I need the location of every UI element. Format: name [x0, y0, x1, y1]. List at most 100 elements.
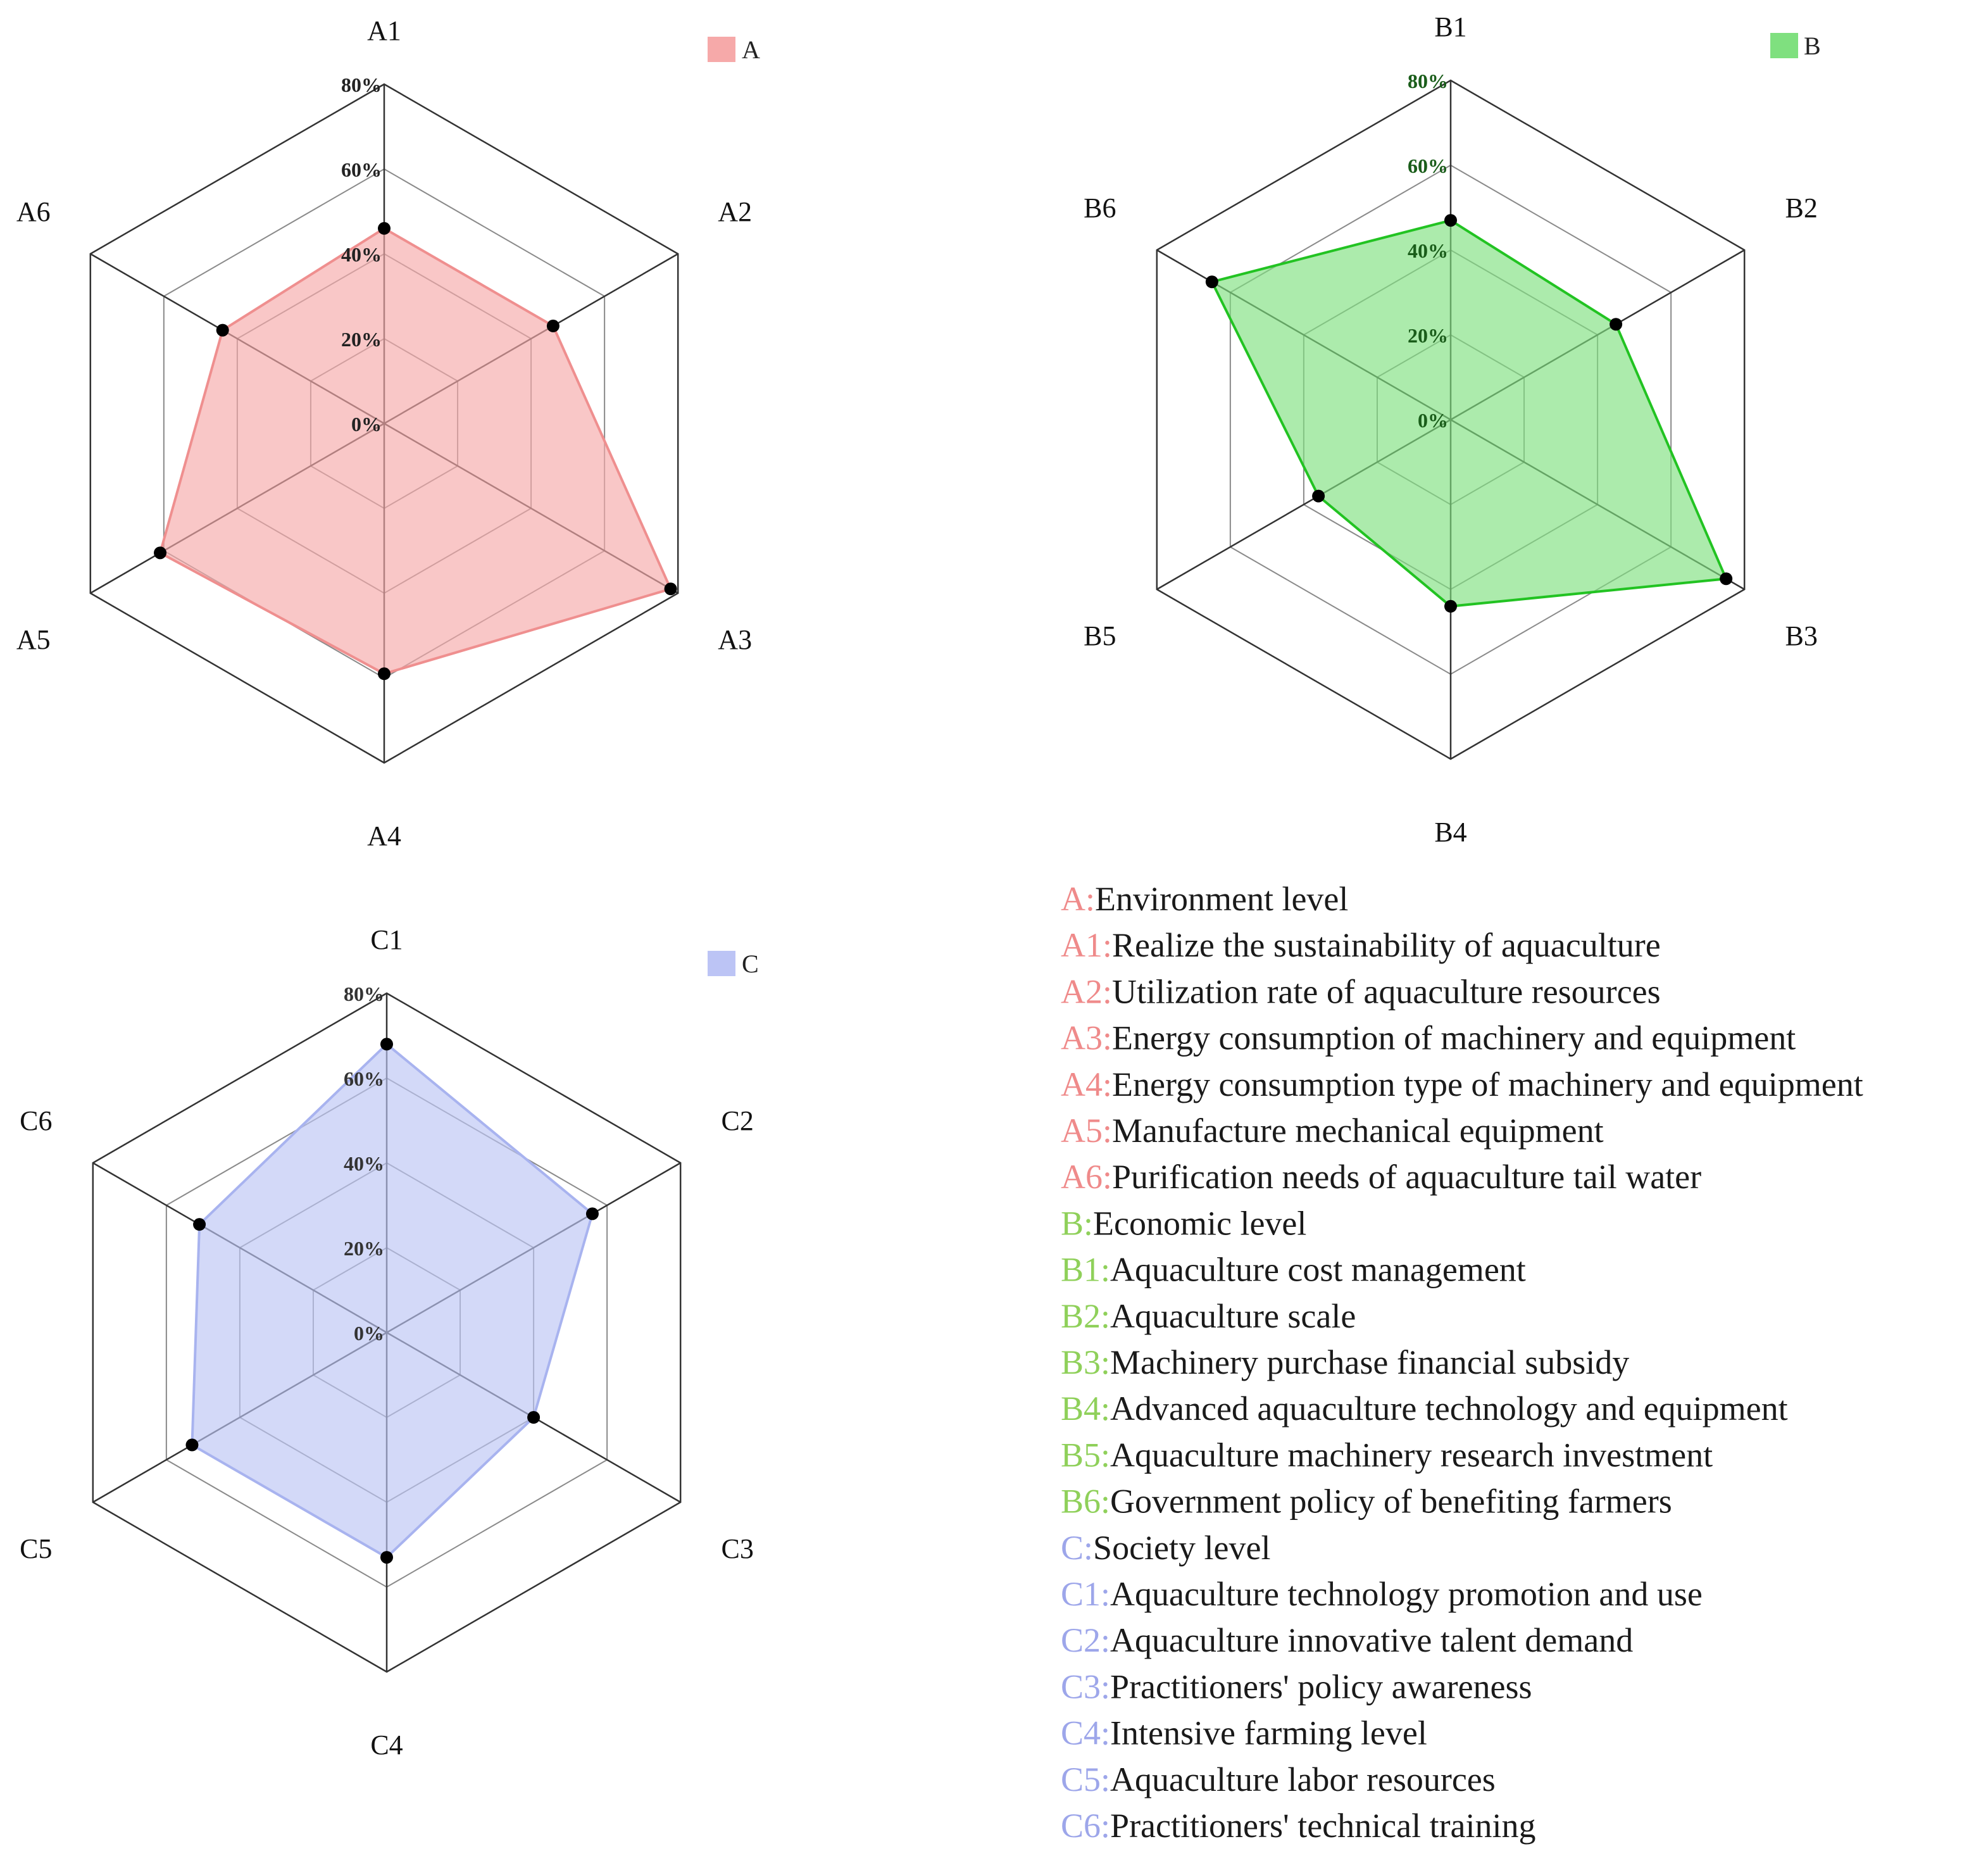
data-point-c2: [585, 1207, 599, 1221]
legend-text: Energy consumption of machinery and equi…: [1112, 1019, 1796, 1057]
legend-key: A3:: [1061, 1019, 1112, 1057]
legend-text: Utilization rate of aquaculture resource…: [1112, 972, 1661, 1010]
legend-text: Practitioners' technical training: [1110, 1807, 1536, 1845]
legend-entry-a1: A1:Realize the sustainability of aquacul…: [1061, 926, 1661, 964]
axis-label-b3: B3: [1785, 620, 1818, 651]
legend-key: A6:: [1061, 1158, 1112, 1196]
legend-key: C2:: [1061, 1621, 1110, 1659]
legend-key: B4:: [1061, 1390, 1110, 1428]
legend-text: Aquaculture machinery research investmen…: [1110, 1436, 1713, 1474]
legend-text: Intensive farming level: [1110, 1714, 1427, 1752]
radar-chart-c: 0% 20% 40% 60% 80% C1 C2 C3 C4 C5 C6 C: [20, 924, 759, 1760]
legend-text: Environment level: [1095, 880, 1348, 918]
legend-entry-a: A:Environment level: [1061, 880, 1348, 918]
radar-chart-a: 0% 20% 40% 60% 80% A1 A2 A3 A4 A5 A6 A: [16, 15, 760, 851]
axis-label-c5: C5: [20, 1533, 52, 1564]
tick-label-0pct: 0%: [351, 413, 382, 436]
axis-label-a2: A2: [718, 196, 752, 227]
legend-entry-c6: C6:Practitioners' technical training: [1061, 1807, 1536, 1845]
legend-entry-c5: C5:Aquaculture labor resources: [1061, 1760, 1496, 1798]
legend-text: Aquaculture innovative talent demand: [1110, 1621, 1633, 1659]
legend-entry-c1: C1:Aquaculture technology promotion and …: [1061, 1575, 1703, 1613]
legend-text: Energy consumption type of machinery and…: [1112, 1065, 1863, 1103]
tick-label-0pct: 0%: [354, 1322, 384, 1345]
axis-label-a4: A4: [367, 820, 401, 851]
data-point-c5: [185, 1438, 199, 1452]
legend-entry-b5: B5:Aquaculture machinery research invest…: [1061, 1436, 1713, 1474]
axis-label-c4: C4: [370, 1729, 403, 1760]
legend-text: Machinery purchase financial subsidy: [1110, 1343, 1629, 1381]
data-point-a5: [154, 546, 167, 560]
data-point-a3: [664, 582, 677, 596]
legend-text: Aquaculture scale: [1110, 1297, 1356, 1335]
series-label-c: C: [742, 950, 759, 978]
tick-label-20pct: 20%: [344, 1237, 384, 1260]
axis-label-b6: B6: [1084, 192, 1116, 223]
data-point-a6: [216, 323, 229, 337]
series-swatch-b: [1770, 33, 1798, 58]
legend-key: C4:: [1061, 1714, 1110, 1752]
data-point-a4: [378, 667, 391, 681]
axis-label-c6: C6: [20, 1105, 52, 1136]
legend-text: Practitioners' policy awareness: [1110, 1667, 1532, 1705]
legend-text: Manufacture mechanical equipment: [1112, 1112, 1604, 1150]
tick-label-40pct: 40%: [341, 243, 382, 266]
data-point-a2: [546, 319, 560, 332]
tick-label-60pct: 60%: [1408, 154, 1448, 177]
tick-label-0pct: 0%: [1418, 409, 1448, 432]
legend-entry-b6: B6:Government policy of benefiting farme…: [1061, 1483, 1672, 1521]
series-label-b: B: [1804, 32, 1821, 60]
series-swatch-c: [708, 951, 735, 976]
legend-text: Society level: [1093, 1529, 1270, 1567]
data-point-b5: [1312, 489, 1325, 503]
radar-chart-b: 0% 20% 40% 60% 80% B1 B2 B3 B4 B5 B6 B: [1084, 11, 1821, 848]
axis-label-b1: B1: [1434, 11, 1466, 42]
axis-label-a1: A1: [367, 15, 401, 46]
axis-label-a5: A5: [16, 624, 51, 655]
legend-key: A1:: [1061, 926, 1112, 964]
legend-entry-a5: A5:Manufacture mechanical equipment: [1061, 1112, 1604, 1150]
legend-text: Aquaculture technology promotion and use: [1110, 1575, 1703, 1613]
legend-key: B:: [1061, 1204, 1093, 1242]
legend-text: Advanced aquaculture technology and equi…: [1110, 1390, 1788, 1428]
data-point-c4: [380, 1551, 393, 1564]
data-point-a1: [378, 222, 391, 235]
data-point-b3: [1720, 572, 1733, 586]
legend-entry-b1: B1:Aquaculture cost management: [1061, 1251, 1526, 1289]
legend-entry-a4: A4:Energy consumption type of machinery …: [1061, 1065, 1863, 1103]
axis-label-b4: B4: [1434, 817, 1466, 848]
legend-key: C5:: [1061, 1760, 1110, 1798]
tick-label-60pct: 60%: [341, 158, 382, 181]
series-area-a: [158, 227, 673, 675]
legend-text: Economic level: [1093, 1204, 1306, 1242]
tick-label-80pct: 80%: [341, 73, 382, 96]
category-legend: A:Environment level A1:Realize the sustai…: [1061, 880, 1863, 1845]
legend-entry-b4: B4:Advanced aquaculture technology and e…: [1061, 1390, 1788, 1428]
tick-label-40pct: 40%: [1408, 239, 1448, 262]
legend-key: B2:: [1061, 1297, 1110, 1335]
legend-key: A4:: [1061, 1065, 1112, 1103]
tick-label-60pct: 60%: [344, 1067, 384, 1090]
legend-text: Aquaculture labor resources: [1110, 1760, 1496, 1798]
series-label-a: A: [742, 35, 760, 64]
data-point-c6: [193, 1218, 206, 1231]
axis-label-b5: B5: [1084, 620, 1116, 651]
data-point-c1: [380, 1038, 393, 1051]
axis-label-b2: B2: [1785, 192, 1818, 223]
tick-label-20pct: 20%: [341, 328, 382, 351]
legend-key: A5:: [1061, 1112, 1112, 1150]
tick-label-20pct: 20%: [1408, 324, 1448, 347]
legend-entry-b3: B3:Machinery purchase financial subsidy: [1061, 1343, 1629, 1381]
legend-key: B6:: [1061, 1483, 1110, 1521]
legend-key: B5:: [1061, 1436, 1110, 1474]
legend-entry-c3: C3:Practitioners' policy awareness: [1061, 1667, 1532, 1705]
legend-entry-a3: A3:Energy consumption of machinery and e…: [1061, 1019, 1796, 1057]
data-point-c3: [527, 1411, 541, 1424]
legend-key: C:: [1061, 1529, 1093, 1567]
tick-label-80pct: 80%: [1408, 70, 1448, 92]
legend-entry-c: C:Society level: [1061, 1529, 1270, 1567]
data-point-b2: [1610, 318, 1623, 331]
legend-entry-a2: A2:Utilization rate of aquaculture resou…: [1061, 972, 1661, 1010]
legend-key: B1:: [1061, 1251, 1110, 1289]
